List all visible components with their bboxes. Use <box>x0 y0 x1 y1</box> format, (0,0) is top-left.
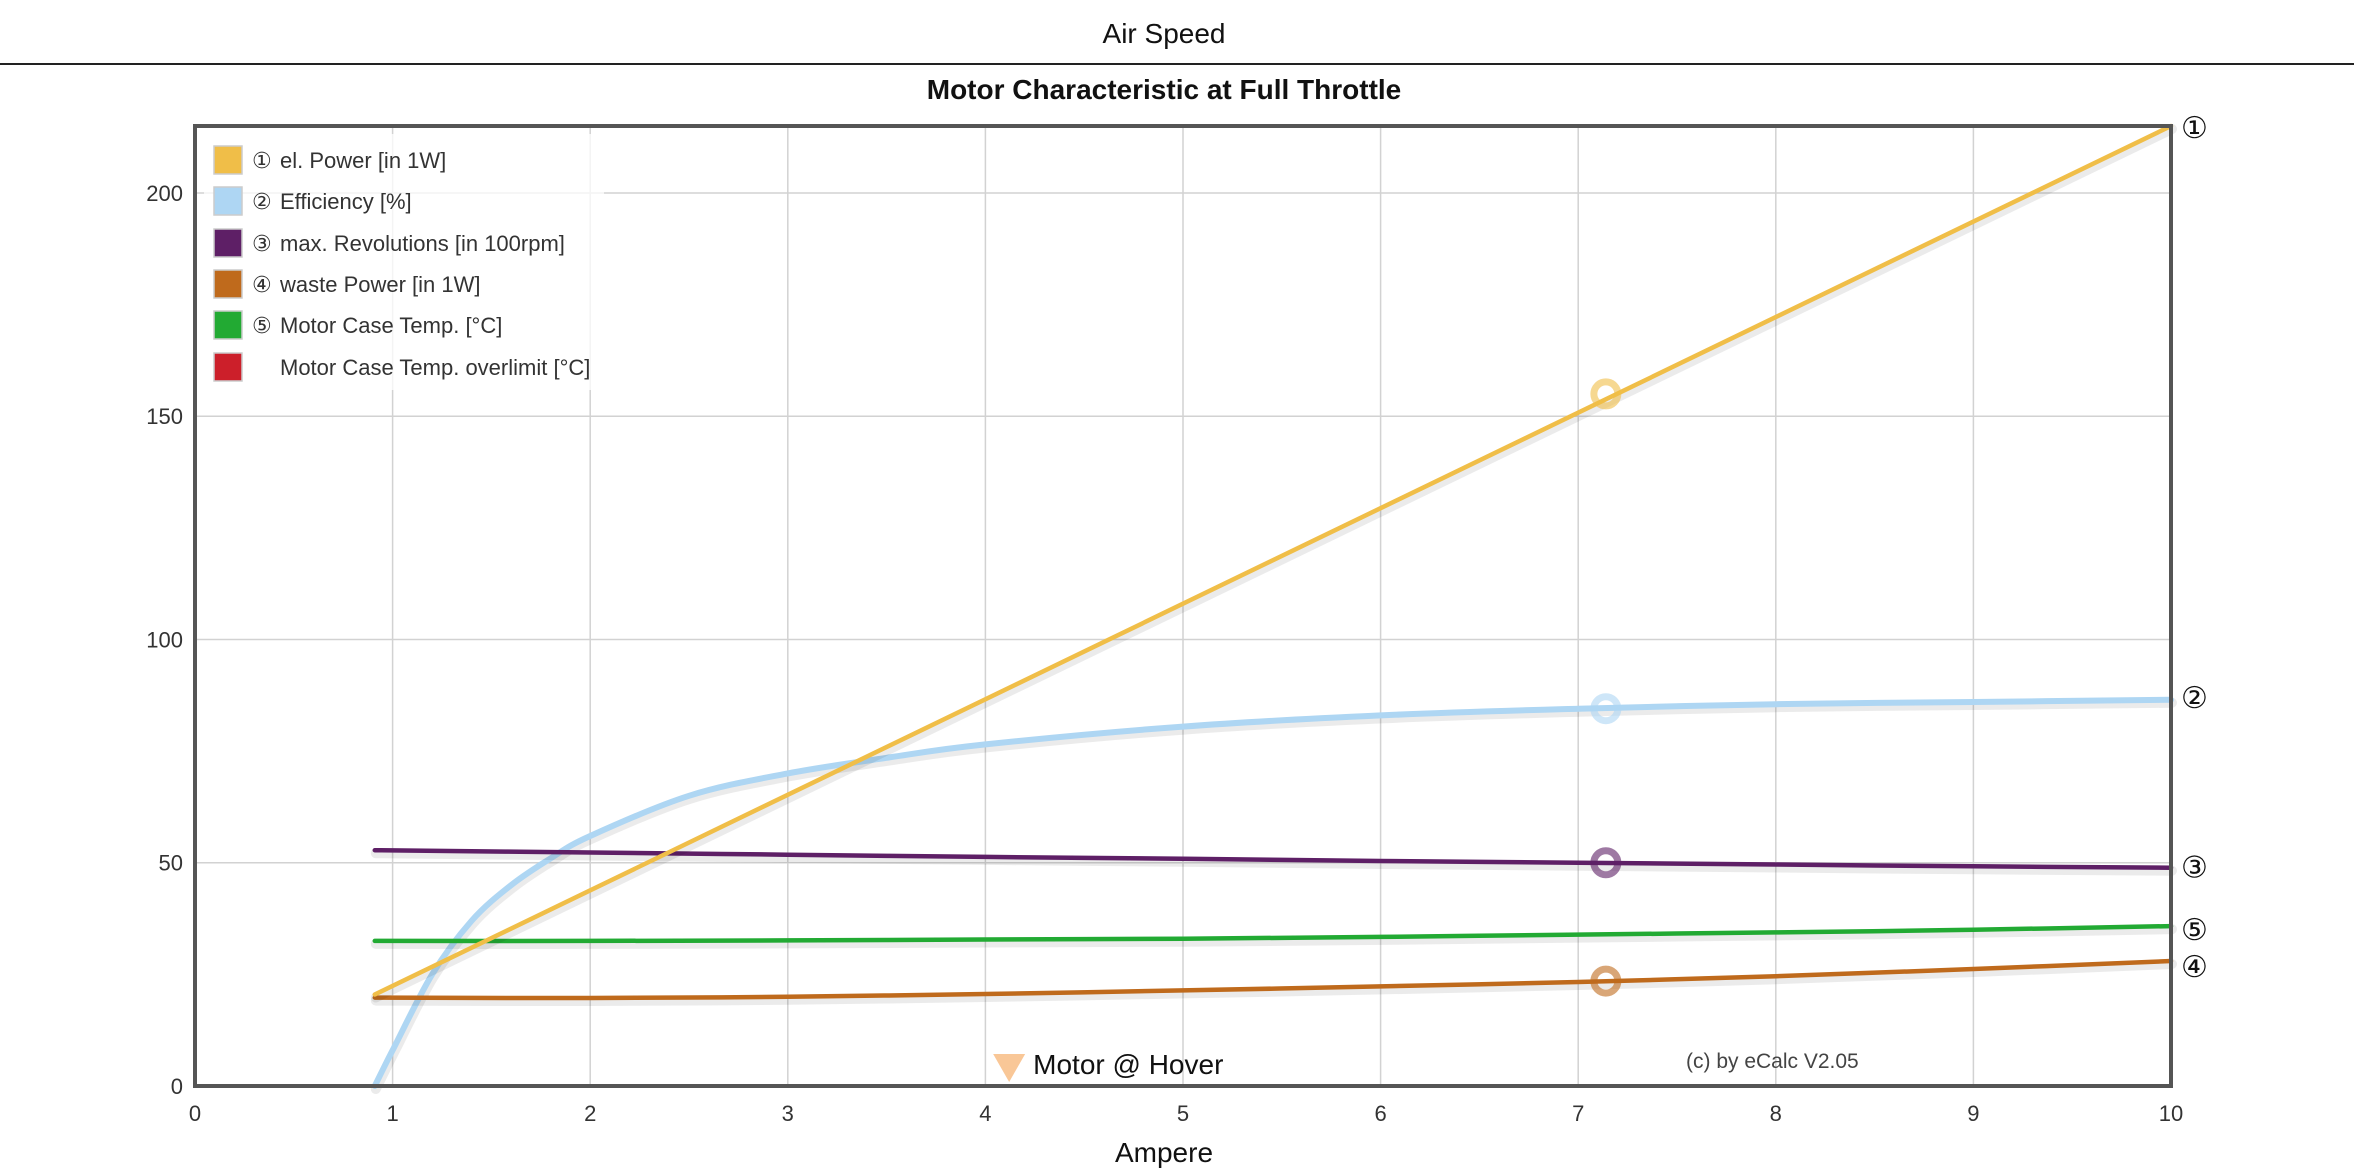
x-tick-label: 4 <box>979 1101 991 1126</box>
hover-marker-icon <box>993 1054 1026 1082</box>
chart-legend: ① el. Power [in 1W] ② Efficiency [%] ③ max. R… <box>204 134 604 390</box>
legend-entry-label: el. Power [in 1W] <box>280 148 446 173</box>
x-tick-label: 6 <box>1374 1101 1386 1126</box>
plot-frame <box>193 124 2173 1088</box>
x-tick-label: 8 <box>1770 1101 1782 1126</box>
y-tick-label: 100 <box>146 627 183 652</box>
y-tick-label: 150 <box>146 404 183 429</box>
legend-swatch <box>213 145 243 175</box>
legend-marker: ② <box>252 189 272 214</box>
series-4-highlight-marker <box>1590 965 1622 997</box>
x-tick-label: 1 <box>386 1101 398 1126</box>
legend-swatch <box>213 310 243 340</box>
y-tick-label: 200 <box>146 181 183 206</box>
legend-marker: ③ <box>252 231 272 256</box>
series-1-end-label: ① <box>2181 112 2208 145</box>
title-divider <box>0 63 2354 65</box>
x-tick-label: 0 <box>189 1101 201 1126</box>
series-5-line <box>370 923 2177 949</box>
series-5-end-label: ⑤ <box>2181 914 2208 947</box>
series-layer <box>370 123 2177 1094</box>
series-3-line <box>370 847 2177 876</box>
legend-background <box>204 134 604 390</box>
legend-swatch <box>213 186 243 216</box>
series-1-line <box>370 123 2177 1003</box>
legend-marker: ① <box>252 148 272 173</box>
chart-title: Motor Characteristic at Full Throttle <box>927 74 1402 105</box>
series-2-end-label: ② <box>2181 682 2208 715</box>
legend-swatch <box>213 352 243 382</box>
legend-entry-label: waste Power [in 1W] <box>279 272 481 297</box>
x-tick-label: 2 <box>584 1101 596 1126</box>
y-tick-label: 0 <box>171 1074 183 1099</box>
legend-marker: ⑤ <box>252 313 272 338</box>
credit-label: (c) by eCalc V2.05 <box>1686 1050 1859 1073</box>
page-title: Air Speed <box>1102 18 1226 49</box>
legend-swatch <box>213 269 243 299</box>
series-4-end-label: ④ <box>2181 951 2208 984</box>
x-tick-label: 7 <box>1572 1101 1584 1126</box>
legend-entry-label: Motor Case Temp. [°C] <box>280 313 502 338</box>
legend-entry-label: max. Revolutions [in 100rpm] <box>280 231 565 256</box>
series-3-highlight-marker <box>1590 847 1622 879</box>
x-tick-label: 3 <box>782 1101 794 1126</box>
x-axis-label: Ampere <box>1115 1137 1213 1168</box>
legend-entry-label: Motor Case Temp. overlimit [°C] <box>280 355 590 380</box>
x-tick-label: 9 <box>1967 1101 1979 1126</box>
legend-marker: ④ <box>252 272 272 297</box>
series-end-labels: ① ② ③ ④ ⑤ <box>2181 112 2208 984</box>
chart-annotations: Motor @ Hover (c) by eCalc V2.05 <box>993 1049 1859 1082</box>
series-3-end-label: ③ <box>2181 852 2208 885</box>
x-tick-label: 10 <box>2159 1101 2183 1126</box>
x-tick-label: 5 <box>1177 1101 1189 1126</box>
series-4-line <box>370 958 2177 1007</box>
hover-annotation-label: Motor @ Hover <box>1033 1049 1223 1080</box>
series-2-line <box>370 696 2177 1094</box>
series-2-highlight-marker <box>1590 693 1622 725</box>
legend-swatch <box>213 228 243 258</box>
y-tick-label: 50 <box>159 851 183 876</box>
legend-entry-label: Efficiency [%] <box>280 189 412 214</box>
series-1-highlight-marker <box>1590 378 1622 410</box>
